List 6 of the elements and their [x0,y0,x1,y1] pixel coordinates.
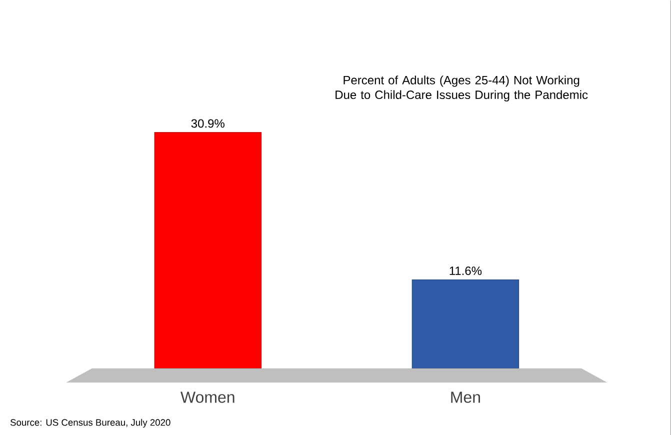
x-tick-label: Men [451,392,480,403]
data-label: 30.9% [191,119,224,128]
chart-title: Percent of Adults (Ages 25-44) Not Working Due to Child-Care Issues During the Pandemic [336,76,588,102]
source-note: Source: US Census Bureau, July 2020 [10,418,170,428]
data-label: 11.6% [450,266,482,276]
x-tick-label: Women [180,392,234,403]
